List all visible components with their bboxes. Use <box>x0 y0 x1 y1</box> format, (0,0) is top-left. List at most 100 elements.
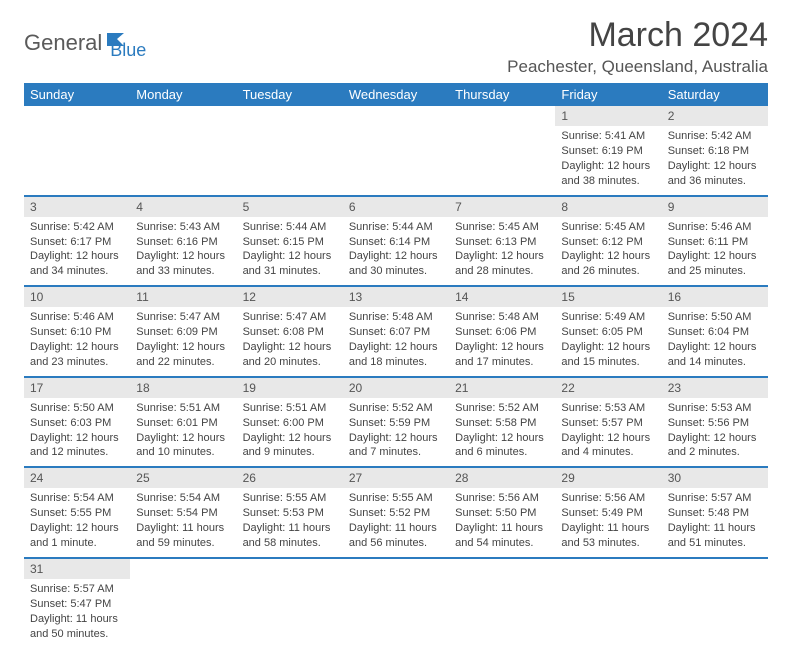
day-info: Sunrise: 5:43 AMSunset: 6:16 PMDaylight:… <box>130 217 236 285</box>
calendar-day-cell: 31Sunrise: 5:57 AMSunset: 5:47 PMDayligh… <box>24 558 130 647</box>
day-info: Sunrise: 5:57 AMSunset: 5:48 PMDaylight:… <box>662 488 768 556</box>
day-info-line: and 25 minutes. <box>668 264 762 279</box>
day-info-line: and 12 minutes. <box>30 445 124 460</box>
day-number: 9 <box>662 197 768 217</box>
day-number: 25 <box>130 468 236 488</box>
day-info-line: Daylight: 11 hours <box>243 521 337 536</box>
day-info-line: Daylight: 12 hours <box>668 340 762 355</box>
weekday-header: Saturday <box>662 83 768 106</box>
day-info-line: Daylight: 12 hours <box>455 340 549 355</box>
day-number: 24 <box>24 468 130 488</box>
day-info-line: Daylight: 11 hours <box>455 521 549 536</box>
day-info-line: Sunset: 6:09 PM <box>136 325 230 340</box>
day-number: 31 <box>24 559 130 579</box>
day-number: 21 <box>449 378 555 398</box>
day-info: Sunrise: 5:51 AMSunset: 6:01 PMDaylight:… <box>130 398 236 466</box>
calendar-day-cell <box>449 558 555 647</box>
day-info-line: and 20 minutes. <box>243 355 337 370</box>
day-info-line: Daylight: 12 hours <box>136 431 230 446</box>
day-number: 26 <box>237 468 343 488</box>
day-number: 28 <box>449 468 555 488</box>
calendar-day-cell: 4Sunrise: 5:43 AMSunset: 6:16 PMDaylight… <box>130 196 236 287</box>
day-info-line: Sunrise: 5:57 AM <box>30 582 124 597</box>
day-info-line: Sunset: 6:04 PM <box>668 325 762 340</box>
day-info-line: Sunrise: 5:48 AM <box>455 310 549 325</box>
day-info: Sunrise: 5:54 AMSunset: 5:54 PMDaylight:… <box>130 488 236 556</box>
day-info-line: and 31 minutes. <box>243 264 337 279</box>
day-info-line: Sunset: 6:11 PM <box>668 235 762 250</box>
day-info-line: Sunrise: 5:46 AM <box>668 220 762 235</box>
day-info-line: Sunset: 5:49 PM <box>561 506 655 521</box>
day-info-line: Daylight: 12 hours <box>561 431 655 446</box>
day-number: 14 <box>449 287 555 307</box>
day-info-line: and 1 minute. <box>30 536 124 551</box>
calendar-day-cell <box>449 106 555 196</box>
weekday-header: Wednesday <box>343 83 449 106</box>
day-number: 15 <box>555 287 661 307</box>
day-number: 20 <box>343 378 449 398</box>
calendar-day-cell: 14Sunrise: 5:48 AMSunset: 6:06 PMDayligh… <box>449 286 555 377</box>
day-info-line: and 18 minutes. <box>349 355 443 370</box>
day-info-line: Daylight: 12 hours <box>136 249 230 264</box>
day-info-line: Sunset: 6:08 PM <box>243 325 337 340</box>
day-info-line: Sunset: 6:15 PM <box>243 235 337 250</box>
calendar-day-cell <box>130 558 236 647</box>
month-title: March 2024 <box>507 16 768 55</box>
day-info-line: and 51 minutes. <box>668 536 762 551</box>
day-number: 5 <box>237 197 343 217</box>
day-number: 7 <box>449 197 555 217</box>
day-info-line: Daylight: 11 hours <box>349 521 443 536</box>
day-info-line: Sunset: 5:56 PM <box>668 416 762 431</box>
title-block: March 2024 Peachester, Queensland, Austr… <box>507 16 768 77</box>
day-info-line: Daylight: 11 hours <box>561 521 655 536</box>
weekday-header: Tuesday <box>237 83 343 106</box>
day-info-line: Daylight: 12 hours <box>243 431 337 446</box>
day-info-line: Sunrise: 5:44 AM <box>243 220 337 235</box>
day-info-line: and 14 minutes. <box>668 355 762 370</box>
day-info-line: Sunset: 6:01 PM <box>136 416 230 431</box>
day-info: Sunrise: 5:44 AMSunset: 6:15 PMDaylight:… <box>237 217 343 285</box>
day-info-line: Daylight: 12 hours <box>668 249 762 264</box>
day-info-line: Daylight: 12 hours <box>455 249 549 264</box>
day-info-line: Sunset: 5:54 PM <box>136 506 230 521</box>
day-info-line: and 2 minutes. <box>668 445 762 460</box>
day-info-line: Sunrise: 5:45 AM <box>561 220 655 235</box>
day-info: Sunrise: 5:45 AMSunset: 6:13 PMDaylight:… <box>449 217 555 285</box>
weekday-header: Monday <box>130 83 236 106</box>
calendar-day-cell: 17Sunrise: 5:50 AMSunset: 6:03 PMDayligh… <box>24 377 130 468</box>
day-number: 17 <box>24 378 130 398</box>
day-info-line: and 54 minutes. <box>455 536 549 551</box>
calendar-day-cell: 10Sunrise: 5:46 AMSunset: 6:10 PMDayligh… <box>24 286 130 377</box>
day-info: Sunrise: 5:45 AMSunset: 6:12 PMDaylight:… <box>555 217 661 285</box>
day-info-line: Sunset: 5:53 PM <box>243 506 337 521</box>
day-info-line: Sunset: 6:17 PM <box>30 235 124 250</box>
day-info: Sunrise: 5:48 AMSunset: 6:06 PMDaylight:… <box>449 307 555 375</box>
day-info-line: Daylight: 12 hours <box>349 340 443 355</box>
day-number: 2 <box>662 106 768 126</box>
day-info-line: Sunset: 6:00 PM <box>243 416 337 431</box>
day-info-line: Sunrise: 5:42 AM <box>668 129 762 144</box>
day-info: Sunrise: 5:53 AMSunset: 5:56 PMDaylight:… <box>662 398 768 466</box>
calendar-table: SundayMondayTuesdayWednesdayThursdayFrid… <box>24 83 768 647</box>
day-info-line: Sunrise: 5:47 AM <box>136 310 230 325</box>
day-info-line: and 50 minutes. <box>30 627 124 642</box>
day-info-line: Sunset: 6:06 PM <box>455 325 549 340</box>
location: Peachester, Queensland, Australia <box>507 57 768 77</box>
day-number: 13 <box>343 287 449 307</box>
day-number: 16 <box>662 287 768 307</box>
calendar-day-cell: 2Sunrise: 5:42 AMSunset: 6:18 PMDaylight… <box>662 106 768 196</box>
calendar-day-cell: 3Sunrise: 5:42 AMSunset: 6:17 PMDaylight… <box>24 196 130 287</box>
day-info: Sunrise: 5:57 AMSunset: 5:47 PMDaylight:… <box>24 579 130 647</box>
day-info: Sunrise: 5:56 AMSunset: 5:49 PMDaylight:… <box>555 488 661 556</box>
day-info-line: Sunrise: 5:48 AM <box>349 310 443 325</box>
day-number: 19 <box>237 378 343 398</box>
day-info: Sunrise: 5:53 AMSunset: 5:57 PMDaylight:… <box>555 398 661 466</box>
day-info-line: Sunset: 5:50 PM <box>455 506 549 521</box>
day-info-line: Sunset: 5:48 PM <box>668 506 762 521</box>
day-info-line: Daylight: 11 hours <box>136 521 230 536</box>
calendar-day-cell: 27Sunrise: 5:55 AMSunset: 5:52 PMDayligh… <box>343 467 449 558</box>
day-info: Sunrise: 5:42 AMSunset: 6:17 PMDaylight:… <box>24 217 130 285</box>
day-info-line: Sunrise: 5:43 AM <box>136 220 230 235</box>
day-info-line: and 53 minutes. <box>561 536 655 551</box>
logo-text-general: General <box>24 30 102 56</box>
